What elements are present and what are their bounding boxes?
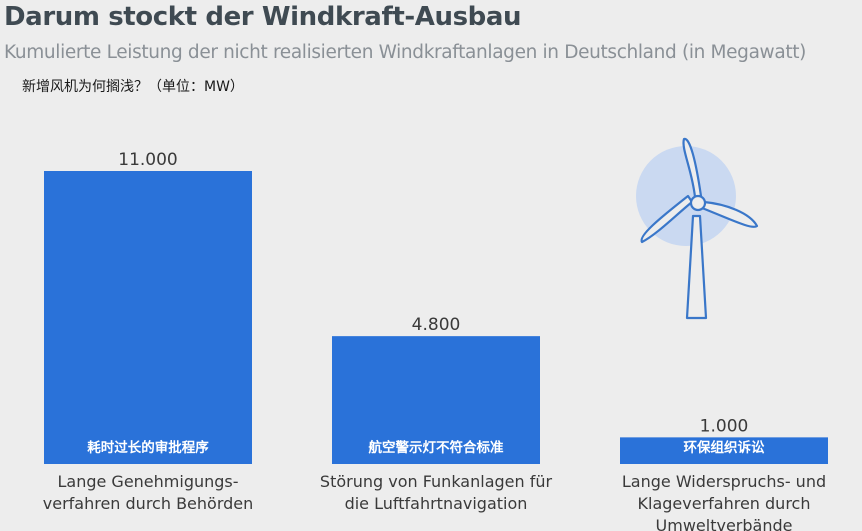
bar-inner-label: 航空警示灯不符合标准 <box>369 439 504 456</box>
category-label: Lange Widerspruchs- und <box>622 472 826 491</box>
bar <box>332 336 540 464</box>
category-label: Lange Genehmigungs- <box>57 472 238 491</box>
category-label: Umweltverbände <box>656 516 793 531</box>
turbine-blade-left <box>640 194 694 244</box>
turbine-blade-right <box>700 200 759 228</box>
turbine-tower <box>685 214 708 320</box>
bar-inner-label: 环保组织诉讼 <box>684 439 765 456</box>
value-label: 11.000 <box>118 150 177 170</box>
chart-marks: 11.000 耗时过长的审批程序 Lange Genehmigungs-verfah… <box>43 150 828 531</box>
chart-subtitle: Kumulierte Leistung der nicht realisiert… <box>4 42 806 63</box>
bar <box>620 437 828 464</box>
wind-turbine-icon <box>636 137 759 320</box>
category-label: verfahren durch Behörden <box>43 494 254 513</box>
value-label: 1.000 <box>700 416 749 436</box>
bar <box>44 171 252 464</box>
chinese-question-label: 新增风机为何搁浅？（单位：MW） <box>22 79 244 95</box>
bar-inner-label: 耗时过长的审批程序 <box>87 439 209 456</box>
value-label: 4.800 <box>412 315 461 335</box>
chart-title: Darum stockt der Windkraft-Ausbau <box>4 2 522 32</box>
turbine-hub <box>689 194 707 212</box>
turbine-blade-up <box>682 137 703 199</box>
category-label: Störung von Funkanlagen für <box>320 472 553 491</box>
category-label: Klageverfahren durch <box>638 494 811 513</box>
category-label: die Luftfahrtnavigation <box>345 494 528 513</box>
